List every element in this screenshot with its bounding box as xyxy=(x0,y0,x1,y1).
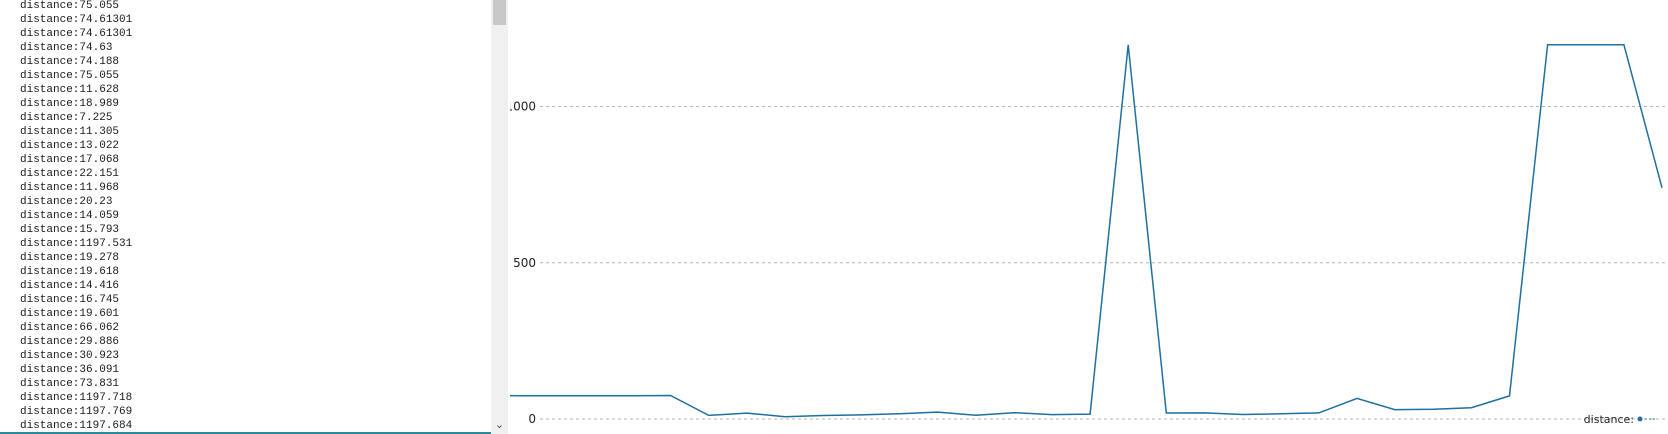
serial-output-log: distance:75.055 distance:74.61301 distance… xyxy=(20,0,490,433)
scrollbar-thumb[interactable] xyxy=(493,0,506,25)
serial-line: distance:73.831 xyxy=(20,378,120,390)
y-tick-label: 500 xyxy=(513,256,536,270)
serial-line: distance:7.225 xyxy=(20,112,113,124)
plot-area: 0 500 1000 distance: xyxy=(510,43,1668,426)
serial-monitor-panel[interactable]: distance:75.055 distance:74.61301 distance… xyxy=(0,0,493,434)
legend-label: distance: xyxy=(1584,413,1634,426)
legend-marker-icon xyxy=(1637,416,1643,422)
serial-line: distance:1197.684 xyxy=(20,420,133,432)
serial-line: distance:18.989 xyxy=(20,98,120,110)
serial-line: distance:11.628 xyxy=(20,84,120,96)
series-line-distance xyxy=(510,43,1663,418)
serial-line: distance:19.618 xyxy=(20,266,120,278)
serial-line: distance:75.055 xyxy=(20,70,120,82)
serial-line: distance:36.091 xyxy=(20,364,120,376)
serial-line: distance:16.745 xyxy=(20,294,120,306)
serial-line: distance:66.062 xyxy=(20,322,120,334)
serial-line: distance:74.61301 xyxy=(20,28,133,40)
serial-line: distance:1197.769 xyxy=(20,406,133,418)
serial-line: distance:13.022 xyxy=(20,140,120,152)
serial-output-underline xyxy=(0,432,491,434)
serial-plotter-panel: 0 500 1000 distance: xyxy=(510,0,1668,434)
serial-line: distance:1197.531 xyxy=(20,238,133,250)
y-tick-label: 1000 xyxy=(510,100,536,114)
y-tick-label: 0 xyxy=(528,412,536,426)
serial-line: distance:15.793 xyxy=(20,224,120,236)
serial-line: distance:14.059 xyxy=(20,210,120,222)
serial-line: distance:19.278 xyxy=(20,252,120,264)
scroll-down-arrow-icon[interactable]: ⌄ xyxy=(494,417,505,431)
serial-line: distance:20.23 xyxy=(20,196,113,208)
serial-line: distance:74.61301 xyxy=(20,14,133,26)
serial-line: distance:22.151 xyxy=(20,168,120,180)
serial-line: distance:75.055 xyxy=(20,0,120,12)
serial-line: distance:11.968 xyxy=(20,182,120,194)
serial-line: distance:17.068 xyxy=(20,154,120,166)
serial-line: distance:74.188 xyxy=(20,56,120,68)
serial-line: distance:11.305 xyxy=(20,126,120,138)
serial-line: distance:1197.718 xyxy=(20,392,133,404)
serial-line: distance:19.601 xyxy=(20,308,120,320)
serial-scrollbar[interactable]: ⌄ xyxy=(491,0,508,434)
serial-line: distance:14.416 xyxy=(20,280,120,292)
serial-line: distance:74.63 xyxy=(20,42,113,54)
serial-line: distance:30.923 xyxy=(20,350,120,362)
serial-line: distance:29.886 xyxy=(20,336,120,348)
